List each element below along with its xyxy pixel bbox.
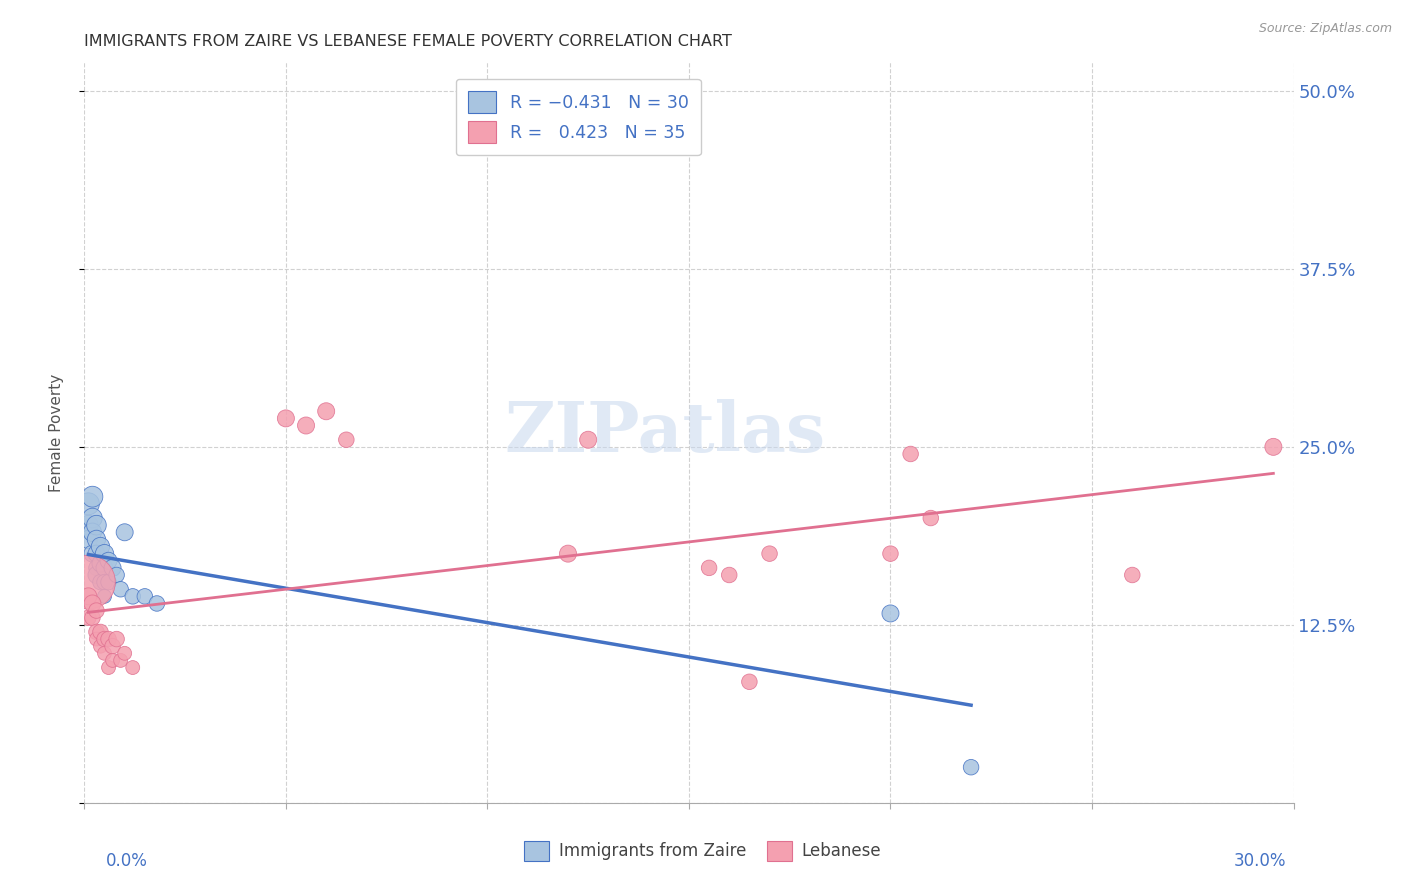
Point bbox=[576, 433, 599, 447]
Point bbox=[315, 404, 337, 418]
Y-axis label: Female Poverty: Female Poverty bbox=[49, 374, 63, 491]
Point bbox=[335, 433, 357, 447]
Point bbox=[114, 646, 136, 660]
Point bbox=[114, 525, 136, 540]
Point bbox=[110, 582, 132, 597]
Point bbox=[89, 575, 111, 590]
Text: 30.0%: 30.0% bbox=[1234, 852, 1286, 870]
Point bbox=[879, 607, 901, 621]
Point bbox=[105, 568, 128, 582]
Text: ZIPatlas: ZIPatlas bbox=[505, 399, 825, 467]
Point bbox=[920, 511, 942, 525]
Point bbox=[82, 597, 104, 611]
Point bbox=[77, 497, 100, 511]
Point bbox=[97, 554, 120, 568]
Point bbox=[101, 653, 124, 667]
Legend: R = −0.431   N = 30, R =   0.423   N = 35: R = −0.431 N = 30, R = 0.423 N = 35 bbox=[456, 78, 700, 155]
Point bbox=[97, 660, 120, 674]
Point bbox=[758, 547, 780, 561]
Point bbox=[77, 575, 100, 590]
Text: IMMIGRANTS FROM ZAIRE VS LEBANESE FEMALE POVERTY CORRELATION CHART: IMMIGRANTS FROM ZAIRE VS LEBANESE FEMALE… bbox=[84, 34, 733, 49]
Point bbox=[86, 624, 108, 639]
Point bbox=[1121, 568, 1143, 582]
Point bbox=[101, 561, 124, 575]
Point bbox=[77, 590, 100, 604]
Point bbox=[697, 561, 720, 575]
Point bbox=[89, 639, 111, 653]
Point bbox=[93, 547, 115, 561]
Point bbox=[134, 590, 156, 604]
Point bbox=[77, 533, 100, 547]
Point bbox=[295, 418, 318, 433]
Point bbox=[121, 660, 143, 674]
Point bbox=[105, 632, 128, 646]
Legend: Immigrants from Zaire, Lebanese: Immigrants from Zaire, Lebanese bbox=[517, 834, 889, 868]
Point bbox=[86, 561, 108, 575]
Point bbox=[960, 760, 983, 774]
Point bbox=[82, 547, 104, 561]
Point bbox=[93, 632, 115, 646]
Point bbox=[77, 518, 100, 533]
Point bbox=[93, 575, 115, 590]
Text: Source: ZipAtlas.com: Source: ZipAtlas.com bbox=[1258, 22, 1392, 36]
Point bbox=[86, 547, 108, 561]
Point bbox=[93, 590, 115, 604]
Point bbox=[86, 604, 108, 618]
Point bbox=[1263, 440, 1285, 454]
Point bbox=[274, 411, 297, 425]
Point bbox=[86, 632, 108, 646]
Point bbox=[718, 568, 741, 582]
Point bbox=[82, 610, 104, 624]
Point bbox=[146, 597, 169, 611]
Point bbox=[89, 557, 111, 571]
Point bbox=[121, 590, 143, 604]
Point bbox=[879, 547, 901, 561]
Point bbox=[110, 653, 132, 667]
Point bbox=[86, 518, 108, 533]
Point bbox=[89, 540, 111, 554]
Point bbox=[82, 511, 104, 525]
Point bbox=[97, 575, 120, 590]
Point bbox=[101, 639, 124, 653]
Point bbox=[82, 490, 104, 504]
Point bbox=[900, 447, 922, 461]
Point bbox=[93, 561, 115, 575]
Point bbox=[557, 547, 579, 561]
Point bbox=[86, 533, 108, 547]
Point bbox=[89, 624, 111, 639]
Text: 0.0%: 0.0% bbox=[105, 852, 148, 870]
Point bbox=[738, 674, 761, 689]
Point bbox=[93, 646, 115, 660]
Point bbox=[82, 525, 104, 540]
Point bbox=[97, 632, 120, 646]
Point bbox=[86, 568, 108, 582]
Point bbox=[77, 610, 100, 624]
